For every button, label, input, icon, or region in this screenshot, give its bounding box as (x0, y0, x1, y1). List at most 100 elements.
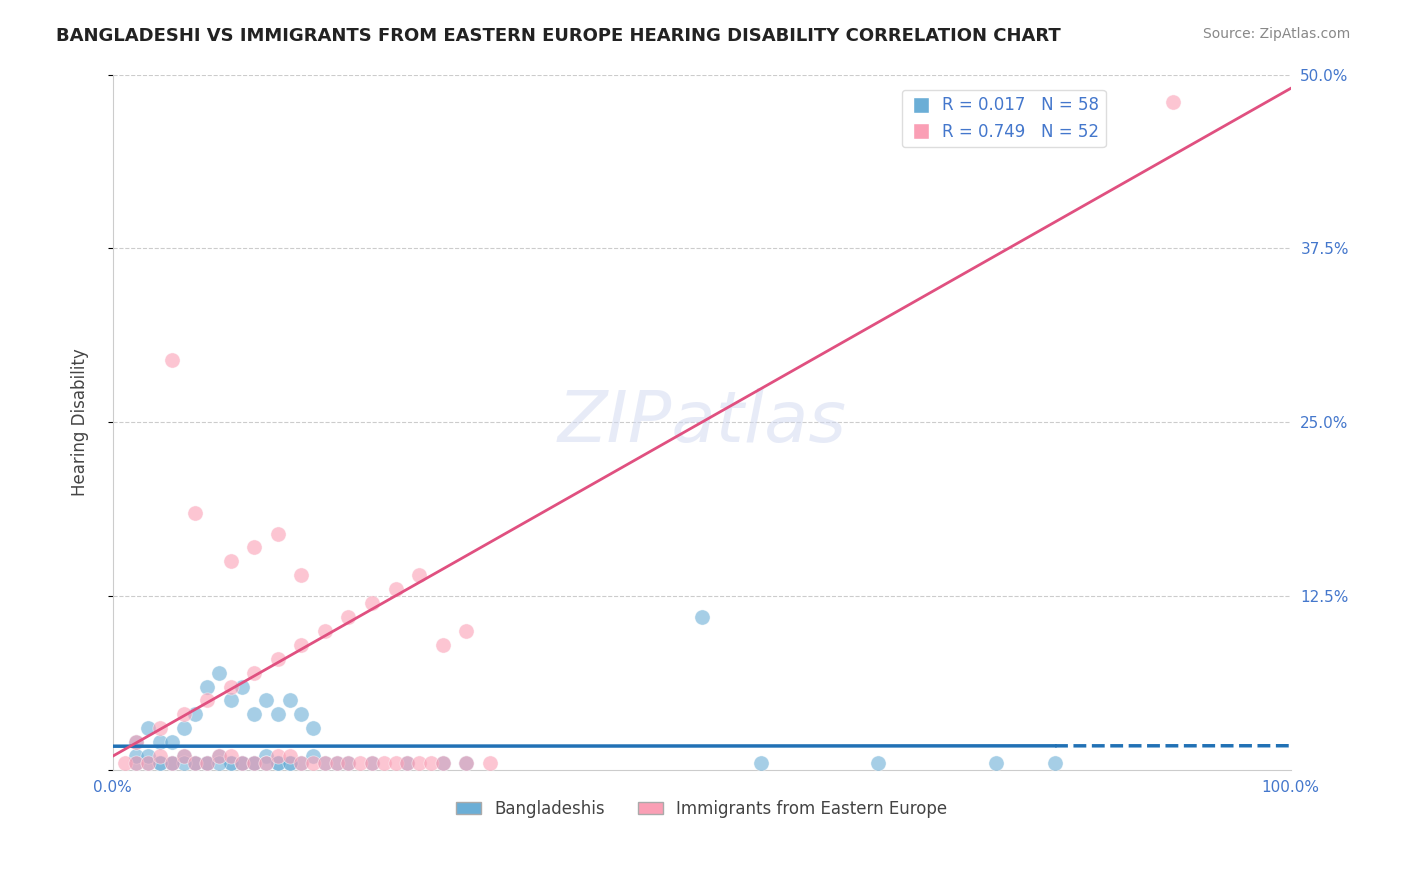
Point (690, 610, 713, 624)
Point (337, 756, 360, 770)
Point (278, 749, 301, 764)
Point (1043, 756, 1066, 770)
Point (302, 749, 325, 764)
Point (125, 735, 148, 749)
Text: BANGLADESHI VS IMMIGRANTS FROM EASTERN EUROPE HEARING DISABILITY CORRELATION CHA: BANGLADESHI VS IMMIGRANTS FROM EASTERN E… (56, 27, 1062, 45)
Point (432, 638, 454, 652)
Point (231, 756, 253, 770)
Point (136, 721, 159, 735)
Point (231, 680, 253, 694)
Point (208, 665, 231, 680)
Point (208, 749, 231, 764)
Point (361, 756, 384, 770)
Point (136, 756, 159, 770)
Text: ZIPatlas: ZIPatlas (557, 388, 846, 457)
Point (478, 756, 501, 770)
Point (396, 756, 419, 770)
Point (149, 721, 172, 735)
Point (173, 721, 195, 735)
Point (314, 756, 336, 770)
Point (125, 756, 148, 770)
Point (337, 610, 360, 624)
Point (160, 756, 183, 770)
Point (290, 707, 312, 722)
Point (290, 638, 312, 652)
Point (219, 749, 242, 764)
Point (243, 756, 266, 770)
Point (184, 506, 207, 520)
Point (231, 756, 253, 770)
Point (160, 735, 183, 749)
Point (125, 735, 148, 749)
Point (267, 526, 290, 541)
Point (195, 756, 218, 770)
Point (184, 756, 207, 770)
Point (173, 707, 195, 722)
Point (384, 582, 406, 597)
Point (149, 756, 172, 770)
Legend: Bangladeshis, Immigrants from Eastern Europe: Bangladeshis, Immigrants from Eastern Eu… (449, 793, 955, 824)
Point (160, 352, 183, 367)
Point (290, 568, 312, 582)
Point (361, 756, 384, 770)
Point (267, 756, 290, 770)
Point (136, 756, 159, 770)
Point (149, 735, 172, 749)
Point (195, 756, 218, 770)
Point (267, 749, 290, 764)
Point (384, 756, 406, 770)
Point (125, 756, 148, 770)
Point (195, 680, 218, 694)
Point (868, 756, 890, 770)
Point (219, 680, 242, 694)
Point (243, 756, 266, 770)
Point (184, 756, 207, 770)
Point (278, 756, 301, 770)
Point (278, 693, 301, 707)
Point (219, 693, 242, 707)
Point (243, 756, 266, 770)
Point (173, 749, 195, 764)
Point (136, 749, 159, 764)
Point (314, 756, 336, 770)
Point (278, 756, 301, 770)
Point (243, 707, 266, 722)
Point (419, 756, 441, 770)
Point (254, 756, 277, 770)
Point (267, 651, 290, 665)
Point (314, 624, 336, 638)
Point (749, 756, 772, 770)
Point (349, 756, 371, 770)
Point (267, 707, 290, 722)
Point (254, 756, 277, 770)
Point (456, 756, 478, 770)
Point (254, 693, 277, 707)
Point (219, 756, 242, 770)
Point (337, 756, 360, 770)
Point (160, 756, 183, 770)
Point (986, 756, 1008, 770)
Point (408, 756, 430, 770)
Point (125, 749, 148, 764)
Point (408, 568, 430, 582)
Point (231, 756, 253, 770)
Point (373, 756, 395, 770)
Point (208, 749, 231, 764)
Point (173, 756, 195, 770)
Text: Source: ZipAtlas.com: Source: ZipAtlas.com (1202, 27, 1350, 41)
Point (361, 596, 384, 610)
Point (160, 756, 183, 770)
Point (114, 756, 136, 770)
Point (219, 554, 242, 568)
Point (432, 756, 454, 770)
Point (254, 749, 277, 764)
Point (243, 665, 266, 680)
Point (456, 624, 478, 638)
Point (432, 756, 454, 770)
Point (184, 707, 207, 722)
Point (325, 756, 347, 770)
Point (302, 756, 325, 770)
Point (149, 749, 172, 764)
Y-axis label: Hearing Disability: Hearing Disability (72, 349, 89, 496)
Point (208, 756, 231, 770)
